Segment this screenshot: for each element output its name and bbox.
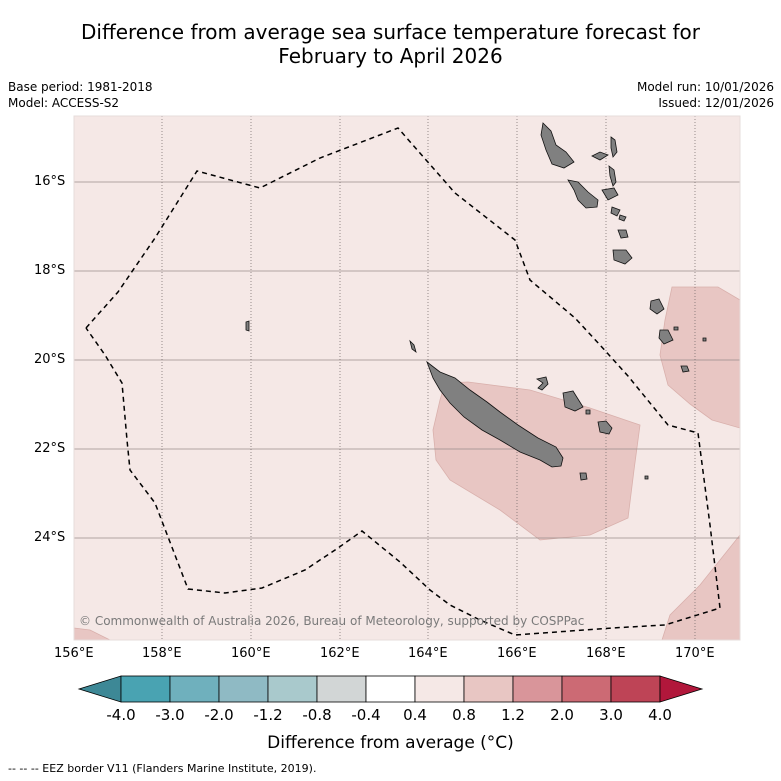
colorbar-label: -2.0 — [204, 706, 234, 724]
colorbar-label: 2.0 — [550, 706, 574, 724]
map-content — [74, 116, 740, 640]
land-new-caledonia-grande-terre — [426, 360, 564, 468]
colorbar-segment — [610, 675, 661, 703]
metadata-right: Model run: 10/01/2026 Issued: 12/01/2026 — [637, 79, 774, 111]
colorbar-extend-low — [77, 675, 122, 703]
land-belep-islands — [409, 339, 417, 354]
chart-title-line-2: February to April 2026 — [278, 44, 503, 68]
land-anatom — [658, 329, 674, 345]
map-ocean-background — [74, 116, 740, 640]
colorbar-segment — [365, 675, 416, 703]
colorbar-title: Difference from average (°C) — [267, 733, 514, 753]
land-malakula — [567, 179, 599, 209]
lat-label-18s: 18°S — [34, 263, 66, 278]
lon-label-162e: 162°E — [320, 646, 360, 661]
latitude-gridlines — [74, 181, 740, 539]
land-aniwa — [673, 326, 679, 331]
lon-label-160e: 160°E — [231, 646, 271, 661]
colorbar-label: 3.0 — [599, 706, 623, 724]
warm-anomaly-region-southwest — [74, 627, 111, 640]
chart-title-line-1: Difference from average sea surface temp… — [80, 20, 700, 44]
land-futuna — [702, 337, 707, 342]
land-erromango — [612, 249, 633, 265]
colorbar-segment — [414, 675, 465, 703]
land-shepherd-islands — [618, 214, 627, 222]
land-tanna — [649, 298, 665, 315]
land-ouvea — [535, 376, 549, 391]
eez-legend-text: -- -- -- EEZ border V11 (Flanders Marine… — [8, 762, 317, 775]
warm-anomaly-region-southeast — [661, 534, 740, 640]
map-frame — [73, 115, 741, 641]
metadata-left: Base period: 1981-2018 Model: ACCESS-S2 — [8, 79, 153, 111]
land-espiritu-santo — [540, 122, 575, 169]
colorbar — [77, 675, 704, 703]
colorbar-segment — [120, 675, 171, 703]
longitude-gridlines — [161, 116, 696, 640]
lat-label-22s: 22°S — [34, 441, 66, 456]
lon-label-158e: 158°E — [142, 646, 182, 661]
colorbar-label: 4.0 — [648, 706, 672, 724]
colorbar-label: -0.4 — [351, 706, 381, 724]
issued-text: Issued: 12/01/2026 — [658, 96, 774, 110]
land-walpole — [644, 475, 649, 480]
land-malo — [591, 151, 609, 161]
land-efate — [617, 229, 629, 239]
land-chesterfield-islet — [245, 320, 250, 332]
lat-label-16s: 16°S — [34, 174, 66, 189]
colorbar-label: -0.8 — [302, 706, 332, 724]
lon-label-166e: 166°E — [497, 646, 537, 661]
colorbar-segment — [316, 675, 367, 703]
base-period-text: Base period: 1981-2018 — [8, 80, 153, 94]
colorbar-segment — [463, 675, 514, 703]
land-isle-of-pines — [579, 472, 588, 481]
eez-border-line — [85, 127, 721, 636]
land-epi — [610, 206, 621, 217]
land-ambrym — [601, 187, 619, 201]
colorbar-label: -1.2 — [253, 706, 283, 724]
model-text: Model: ACCESS-S2 — [8, 96, 120, 110]
colorbar-extend-high — [659, 675, 704, 703]
colorbar-segment — [267, 675, 318, 703]
colorbar-label: -3.0 — [155, 706, 185, 724]
lon-label-168e: 168°E — [586, 646, 626, 661]
land-tiga — [585, 409, 591, 415]
land-lifou — [562, 390, 584, 412]
colorbar-segment — [512, 675, 563, 703]
colorbar-segment — [218, 675, 269, 703]
colorbar-label: 1.2 — [501, 706, 525, 724]
lat-label-24s: 24°S — [34, 530, 66, 545]
land-pentecost — [608, 165, 617, 187]
copyright-notice: © Commonwealth of Australia 2026, Bureau… — [79, 614, 585, 628]
model-run-text: Model run: 10/01/2026 — [636, 80, 774, 94]
lon-label-156e: 156°E — [54, 646, 94, 661]
landmass-group — [245, 122, 707, 481]
lon-label-164e: 164°E — [408, 646, 448, 661]
colorbar-label: 0.8 — [452, 706, 476, 724]
colorbar-label: -4.0 — [106, 706, 136, 724]
colorbar-label: 0.4 — [403, 706, 427, 724]
lat-label-20s: 20°S — [34, 352, 66, 367]
colorbar-segment — [561, 675, 612, 703]
land-mare — [597, 420, 613, 435]
lon-label-170e: 170°E — [675, 646, 715, 661]
land-hunter-island — [680, 365, 690, 373]
land-maewo — [610, 136, 618, 158]
colorbar-segment — [169, 675, 220, 703]
